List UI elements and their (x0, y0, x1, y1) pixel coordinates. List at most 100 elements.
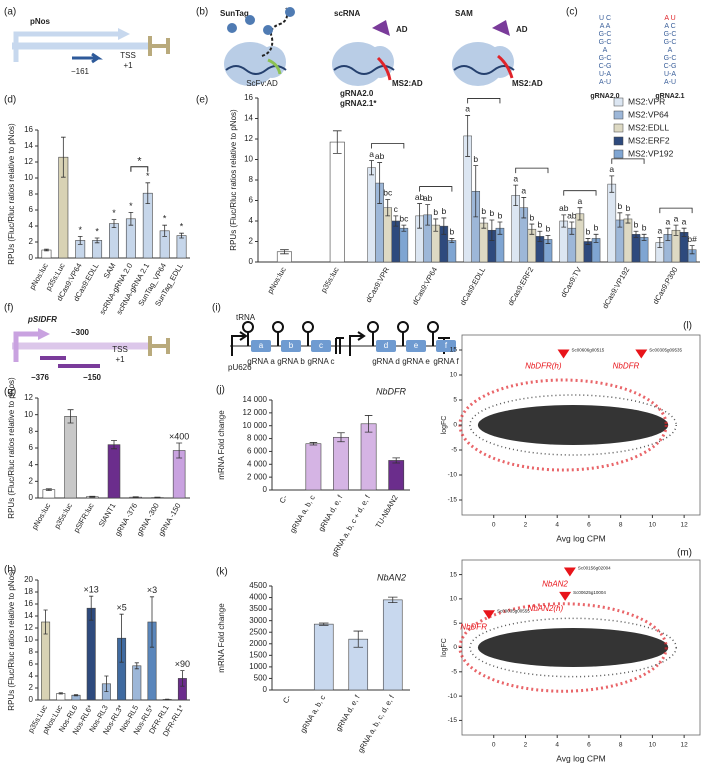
error-bar (377, 162, 383, 204)
legend-swatch (613, 123, 624, 133)
arrow-head (38, 328, 50, 340)
significance-letter: ab (415, 192, 425, 202)
significance-letter: a (521, 186, 526, 196)
error-bar (433, 218, 439, 232)
bar-annotation: ×13 (84, 585, 99, 595)
trna-head (427, 321, 439, 333)
bar (631, 234, 641, 263)
gene-label: NbDFR (460, 622, 487, 631)
base-pair: A C (664, 23, 675, 30)
bar (367, 167, 376, 263)
base-pair: A-U (599, 79, 611, 86)
gene-id: Sc00305g09535 (649, 348, 682, 353)
legend-swatch (613, 110, 624, 120)
y-axis-label: RPUs (Fluc/Rluc ratios relative to pNos) (7, 123, 16, 265)
error-bar (641, 233, 647, 241)
gene-id: Sc00156g02004 (578, 566, 611, 571)
bar (382, 599, 403, 691)
bracket (659, 207, 693, 214)
base-pair: U-A (599, 71, 611, 78)
plus-one: +1 (115, 355, 125, 364)
legend-label: MS2:EDLL (628, 122, 669, 132)
x-tick-label: C- (281, 693, 293, 705)
y-tick-label: 16 (24, 599, 33, 608)
y-tick-label: 2500 (249, 627, 267, 636)
error-bar (513, 184, 519, 207)
significance-letter: b (594, 223, 599, 233)
significance-letter: b (634, 220, 639, 230)
trna-label: tRNA (236, 313, 256, 322)
system-name: scRNA (334, 9, 360, 18)
bar-annotation: * (180, 222, 184, 232)
significance-letter: b (433, 207, 438, 217)
grna-label: gRNA c (307, 357, 334, 366)
y-tick-label: 4 (29, 460, 34, 469)
x-tick-label: 8 (619, 522, 623, 529)
x-tick-label: p35s:luc (52, 501, 74, 530)
significance-letter: b (450, 227, 455, 237)
trna-head (242, 321, 254, 333)
error-bar (609, 175, 615, 193)
site-label: −300 (71, 328, 90, 337)
promoter-label: pU626 (228, 363, 252, 372)
y-tick-label: 8 000 (247, 434, 268, 443)
error-bar (388, 596, 398, 604)
grna-label: gRNA b (277, 357, 305, 366)
error-bar (633, 230, 639, 238)
significance-letter: bc (399, 213, 409, 223)
bar-annotation: * (129, 201, 133, 211)
site-label: −150 (83, 373, 102, 382)
panel-label: (c) (566, 7, 578, 18)
panel-label: (a) (4, 7, 16, 18)
terminator-promoter (335, 331, 450, 356)
grna-label: gRNA2.1* (340, 99, 377, 108)
error-bar (417, 203, 423, 229)
bracket (419, 186, 453, 192)
error-bar (58, 692, 63, 695)
bar-annotation: ×5 (116, 603, 126, 613)
gene-id: Sc00035g00555 (497, 608, 530, 613)
y-tick-label: 2 (29, 476, 34, 485)
spacer (281, 340, 301, 352)
y-axis-label: logFC (441, 638, 448, 657)
significance-letter: ab (567, 210, 577, 220)
y-tick-label: 2 000 (247, 472, 268, 481)
y-tick-label: 6 (29, 443, 34, 452)
error-bar (154, 496, 161, 499)
significance-letter: a (609, 164, 614, 174)
base-pair: G-C (599, 31, 612, 38)
y-tick-label: 5 (453, 620, 457, 627)
spacer (311, 340, 331, 352)
spacer-label: c (319, 341, 323, 350)
site-label: −161 (71, 67, 90, 76)
y-tick-label: 10 (244, 155, 253, 164)
significance-letter: b (586, 227, 591, 237)
bar (64, 416, 77, 499)
significance-letter: b (490, 208, 495, 218)
gene-id: Sc00625g10004 (573, 590, 606, 595)
error-bar (521, 197, 527, 219)
error-bar (132, 496, 139, 498)
highlight-point (563, 567, 576, 577)
site-label: −376 (31, 373, 50, 382)
significance-letter: ab (423, 193, 433, 203)
highlight-point (482, 610, 495, 620)
significance-letter: b (642, 223, 647, 233)
error-bar (165, 698, 170, 701)
significance-letter: a (682, 216, 687, 226)
x-tick-label: gRNA a, b, c (298, 693, 327, 734)
panel-label: (k) (216, 567, 228, 578)
bar (107, 444, 121, 499)
gene-label: NbAN2(h) (528, 604, 564, 613)
y-tick-label: 8 (29, 647, 34, 656)
y-tick-label: 3500 (249, 604, 267, 613)
gene-label: NbAN2 (542, 580, 568, 589)
y-tick-label: 3000 (249, 616, 267, 625)
promoter-name: pNos (30, 17, 51, 26)
x-tick-label: dCas9:VP64 (410, 265, 439, 306)
bar (86, 607, 96, 701)
error-bar (73, 694, 79, 697)
tss-arrow (13, 331, 40, 362)
significance-letter: a (674, 213, 679, 223)
significance-letter: bc (383, 188, 393, 198)
